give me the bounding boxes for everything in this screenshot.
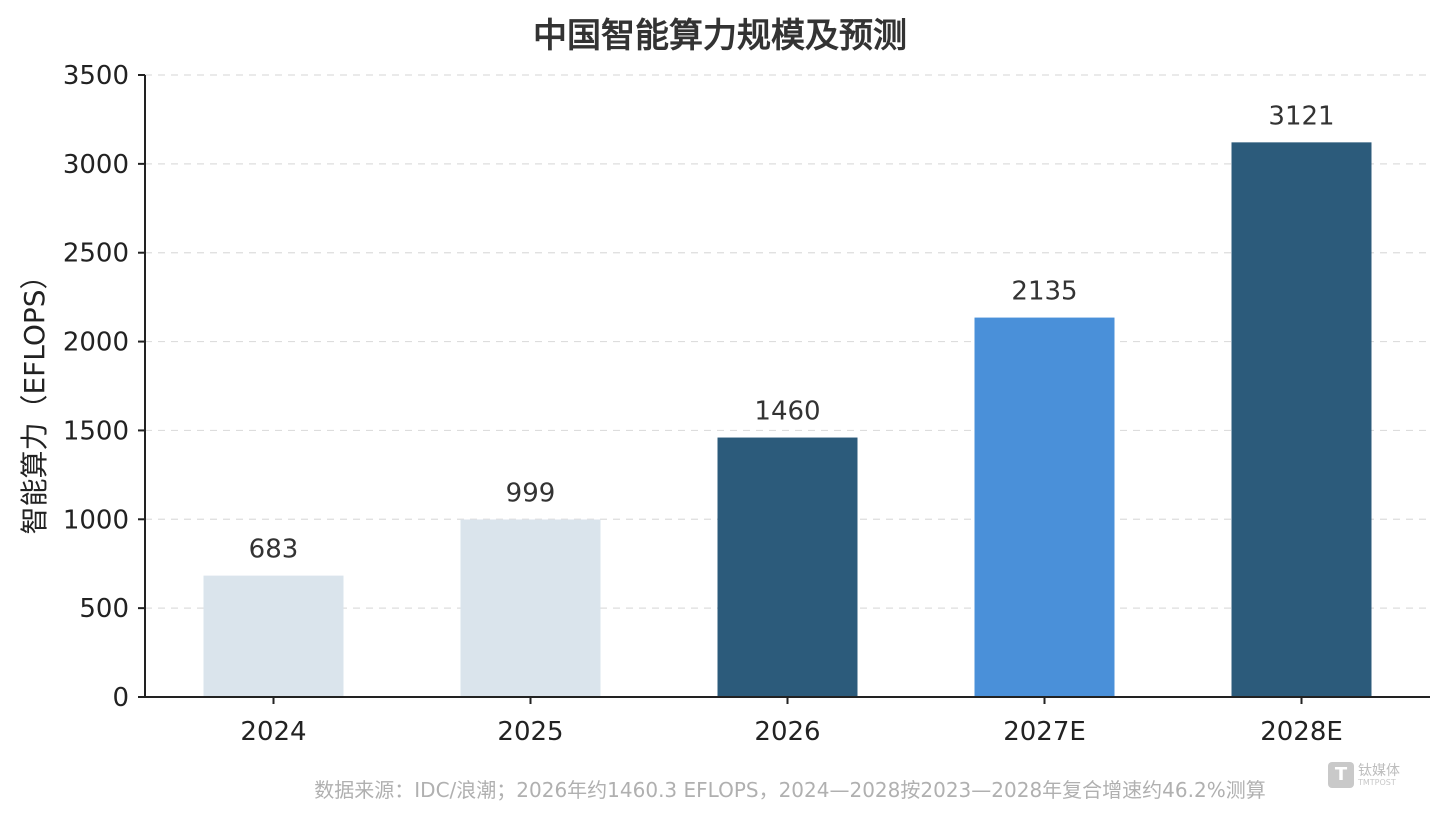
y-tick-label: 0 — [112, 683, 129, 713]
y-tick-label: 2500 — [63, 239, 129, 269]
watermark-t-icon: T — [1328, 762, 1354, 788]
data-label-2025: 999 — [506, 478, 556, 508]
bar-2027E — [974, 317, 1115, 697]
watermark-logo: T 钛媒体 TMTPOST — [1328, 760, 1408, 794]
y-axis-label: 智能算力（EFLOPS） — [18, 261, 51, 534]
y-tick-label: 1500 — [63, 416, 129, 446]
watermark-subtext: TMTPOST — [1358, 778, 1396, 787]
source-footnote: 数据来源：IDC/浪潮；2026年约1460.3 EFLOPS，2024—202… — [314, 778, 1266, 802]
x-tick-label-2028E: 2028E — [1260, 717, 1343, 747]
x-tick-label-2025: 2025 — [497, 717, 563, 747]
x-tick-label-2027E: 2027E — [1003, 717, 1086, 747]
x-tick-label-2026: 2026 — [754, 717, 820, 747]
y-tick-label: 3500 — [63, 61, 129, 91]
bar-2024 — [203, 575, 344, 697]
y-tick-label: 500 — [79, 594, 129, 624]
data-label-2028E: 3121 — [1268, 101, 1334, 131]
y-tick-label: 2000 — [63, 328, 129, 358]
bar-2026 — [717, 437, 858, 697]
watermark-text: 钛媒体 — [1358, 763, 1400, 779]
y-tick-label: 1000 — [63, 505, 129, 535]
data-label-2027E: 2135 — [1011, 277, 1077, 307]
x-tick-label-2024: 2024 — [240, 717, 306, 747]
bar-2025 — [460, 519, 601, 697]
bar-2028E — [1231, 142, 1372, 698]
data-label-2024: 683 — [249, 535, 299, 565]
y-tick-label: 3000 — [63, 150, 129, 180]
data-label-2026: 1460 — [754, 397, 820, 427]
chart-title: 中国智能算力规模及预测 — [533, 16, 907, 56]
